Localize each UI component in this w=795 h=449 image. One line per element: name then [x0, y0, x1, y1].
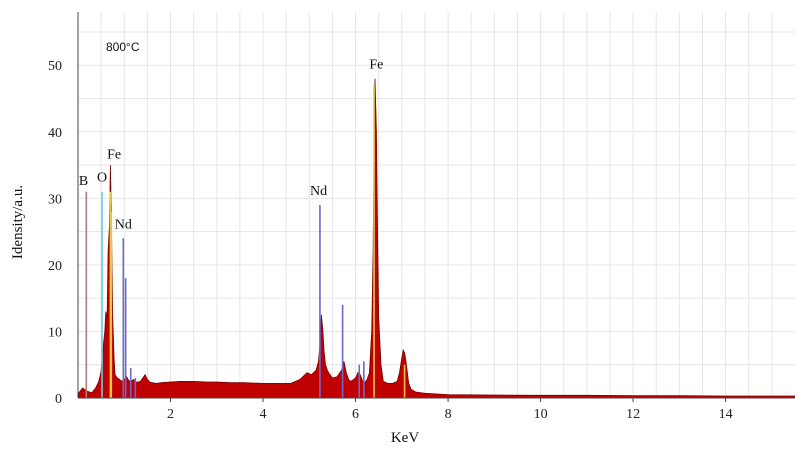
x-tick-label: 10 [534, 407, 548, 422]
x-tick-label: 2 [167, 407, 174, 422]
x-tick-label: 14 [719, 407, 733, 422]
grid-lines [78, 12, 795, 398]
spectrum-fill [78, 78, 795, 399]
peak-label-fe: Fe [107, 147, 121, 162]
y-axis-label: Idensity/a.u. [10, 185, 26, 259]
y-tick-label: 20 [48, 259, 62, 274]
element-markers [85, 85, 406, 398]
temperature-annotation: 800°C [106, 40, 140, 54]
spectrum-area [78, 78, 795, 399]
y-tick-labels: 0 10 20 30 40 50 [48, 59, 62, 407]
x-tick-label: 12 [626, 407, 640, 422]
x-tick-label: 6 [352, 407, 359, 422]
peak-label-fe: Fe [369, 58, 383, 73]
x-tick-label: 4 [260, 407, 267, 422]
peak-label-nd: Nd [310, 184, 327, 199]
plot-frame [77, 12, 795, 399]
y-tick-label: 50 [48, 59, 62, 74]
peak-label-o: O [97, 171, 107, 186]
y-tick-label: 40 [48, 126, 62, 141]
x-axis-label: KeV [391, 430, 419, 446]
y-tick-label: 30 [48, 192, 62, 207]
peak-label-b: B [79, 174, 88, 189]
peak-label-nd: Nd [115, 217, 132, 232]
x-tick-label: 8 [445, 407, 452, 422]
y-tick-label: 0 [55, 392, 62, 407]
y-tick-label: 10 [48, 325, 62, 340]
x-tick-labels: 2 4 6 8 10 12 14 [167, 398, 733, 422]
